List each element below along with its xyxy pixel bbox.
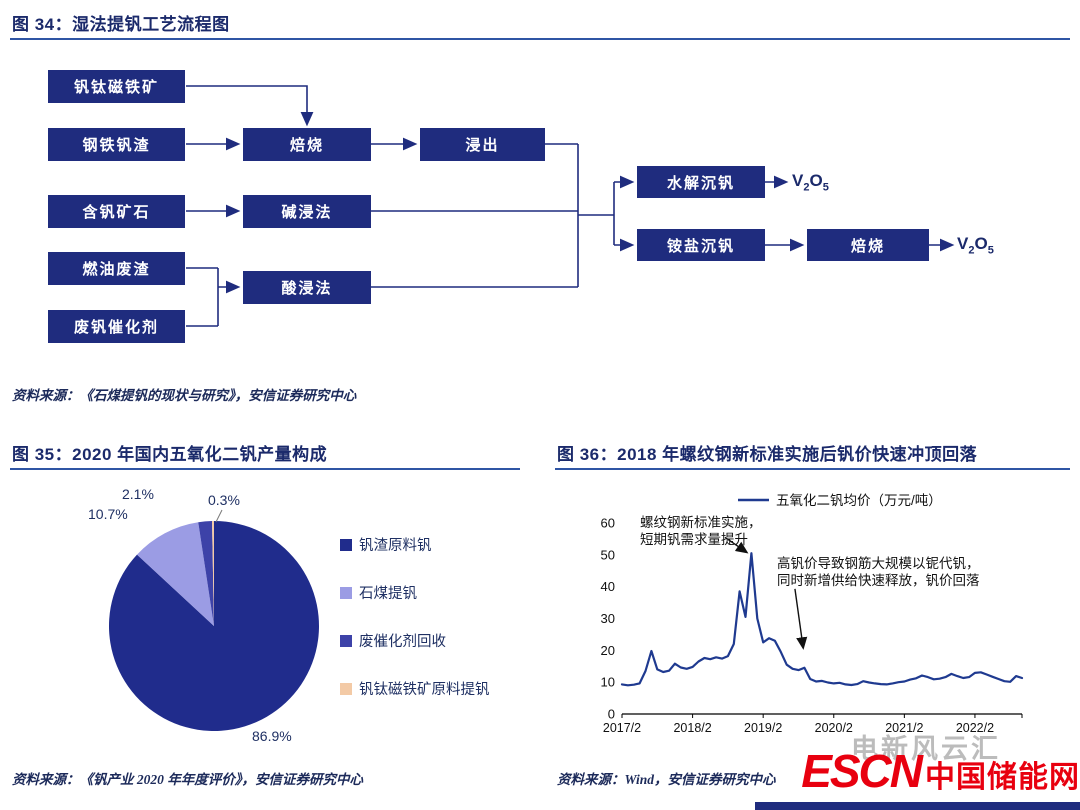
annotation-arrow-2: [794, 588, 808, 650]
figure34-title-rule: [10, 38, 1070, 40]
price-line-series: [620, 552, 1024, 687]
pie-slice-0: [108, 521, 319, 731]
legend-swatch-stone-coal: [340, 586, 352, 599]
pie-legend-item-catalyst: 废催化剂回收: [340, 630, 446, 651]
flow-box-ammonium-precipitation: 铵盐沉钒: [637, 229, 765, 261]
line-legend-label: 五氧化二钒均价（万元/吨）: [776, 493, 942, 508]
y-tick-label: 0: [608, 707, 615, 722]
flow-output-v2o5-2: V2O5: [957, 234, 994, 257]
figure36-source: 资料来源：Wind，安信证券研究中心: [557, 772, 776, 787]
pie-label-stone-coal-pct: 10.7%: [88, 506, 128, 522]
y-tick-label: 50: [601, 547, 615, 562]
annotation-2-line-1: 高钒价导致钢筋大规模以铌代钒，: [777, 555, 980, 571]
flow-lines: [186, 85, 955, 327]
escn-logo-latin: ESCN: [801, 745, 923, 797]
x-tick-label: 2021/2: [885, 721, 923, 735]
pie-chart-area: 2.1% 0.3% 10.7% 86.9% 钒渣原料钒 石煤提钒 废催化剂回收 …: [10, 472, 520, 772]
flow-box-acid-leaching: 酸浸法: [243, 271, 371, 304]
legend-swatch-slag: [340, 538, 352, 551]
x-tick-label: 2022/2: [956, 721, 994, 735]
figure36-panel: 图 36：2018 年螺纹钢新标准实施后钒价快速冲顶回落 五氧化二钒均价（万元/…: [555, 440, 1070, 735]
pie-label-slag-pct: 86.9%: [252, 728, 292, 744]
x-tick-label: 2019/2: [744, 721, 782, 735]
figure35-title: 图 35：2020 年国内五氧化二钒产量构成: [12, 445, 328, 464]
figure35-panel: 图 35：2020 年国内五氧化二钒产量构成 2.1% 0.3% 10.7% 8…: [10, 440, 520, 744]
y-tick-label: 20: [601, 643, 615, 658]
flow-box-roasting-2: 焙烧: [807, 229, 929, 261]
y-tick-label: 60: [601, 516, 615, 531]
figure34-title: 图 34：湿法提钒工艺流程图: [12, 15, 230, 34]
watermark-text: 电新风云汇: [851, 734, 1001, 764]
escn-logo: ESCN 中国储能网: [801, 744, 1080, 798]
pie-legend-item-stone-coal: 石煤提钒: [340, 582, 417, 603]
figure36-title: 图 36：2018 年螺纹钢新标准实施后钒价快速冲顶回落: [557, 445, 978, 464]
annotation-1-line-1: 螺纹钢新标准实施，: [640, 515, 762, 530]
y-tick-label: 30: [601, 611, 615, 626]
y-tick-label: 10: [601, 675, 615, 690]
flow-box-spent-catalyst: 废钒催化剂: [48, 310, 185, 343]
y-tick-label: 40: [601, 579, 615, 594]
flow-box-hydrolysis-precipitation: 水解沉钒: [637, 166, 765, 198]
pie-leader-line: [215, 509, 223, 523]
flow-box-roasting-1: 焙烧: [243, 128, 371, 161]
pie-chart: [108, 509, 319, 731]
pie-slice-1: [137, 522, 214, 626]
flow-box-leaching: 浸出: [420, 128, 545, 161]
x-tick-label: 2020/2: [815, 721, 853, 735]
pie-legend-item-slag: 钒渣原料钒: [340, 534, 432, 555]
x-tick-label: 2018/2: [673, 721, 711, 735]
figure36-title-rule: [555, 468, 1070, 470]
legend-swatch-catalyst: [340, 634, 352, 647]
flowchart-connectors: [186, 85, 955, 327]
legend-swatch-magnetite: [340, 682, 352, 695]
pie-slice-2: [198, 521, 214, 626]
pie-label-catalyst-pct: 2.1%: [122, 486, 154, 502]
figure34-source: 资料来源：《石煤提钒的现状与研究》，安信证券研究中心: [12, 388, 357, 403]
figure35-source: 资料来源：《钒产业 2020 年年度评价》，安信证券研究中心: [12, 772, 363, 787]
pie-slice-3: [212, 521, 214, 626]
bottom-navy-bar: [755, 802, 1080, 810]
flow-box-steel-vanadium-slag: 钢铁钒渣: [48, 128, 185, 161]
flow-box-vanadium-ore: 含钒矿石: [48, 195, 185, 228]
pie-label-magnetite-pct: 0.3%: [208, 492, 240, 508]
annotation-2-line-2: 同时新增供给快速释放，钒价回落: [777, 573, 980, 588]
flow-box-fuel-oil-residue: 燃油废渣: [48, 252, 185, 285]
flow-box-alkali-leaching: 碱浸法: [243, 195, 371, 228]
flow-box-vanadium-titanium-magnetite: 钒钛磁铁矿: [48, 70, 185, 103]
process-flowchart: 钒钛磁铁矿 钢铁钒渣 含钒矿石 燃油废渣 废钒催化剂 焙烧 浸出 碱浸法 酸浸法…: [0, 55, 1080, 370]
x-tick-label: 2017/2: [603, 721, 641, 735]
figure35-title-rule: [10, 468, 520, 470]
annotation-1-line-2: 短期钒需求量提升: [640, 532, 748, 547]
pie-legend-item-magnetite: 钒钛磁铁矿原料提钒: [340, 678, 490, 699]
flow-output-v2o5-1: V2O5: [792, 171, 829, 194]
price-line-chart: 五氧化二钒均价（万元/吨） 0 10 20 30 40 50 60 2017/2 2018/2 20…: [601, 493, 1024, 735]
escn-logo-chinese: 中国储能网: [925, 761, 1080, 794]
annotation-arrow-1: [724, 536, 749, 554]
